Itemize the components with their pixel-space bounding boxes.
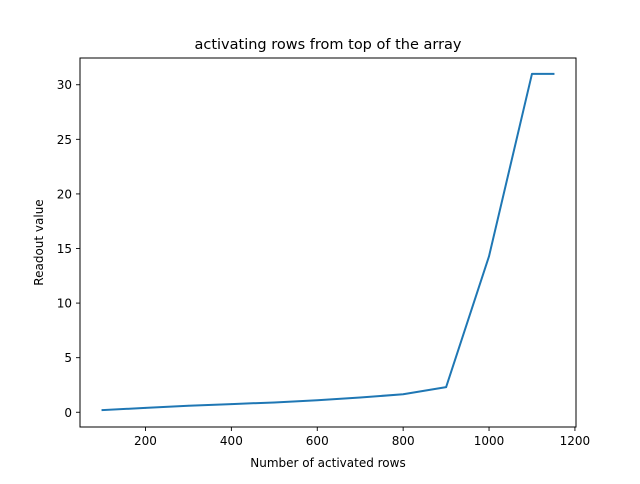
y-tick-label: 15	[57, 242, 72, 256]
data-point	[101, 409, 104, 411]
y-tick-label: 25	[57, 133, 72, 147]
y-tick-label: 0	[64, 406, 72, 420]
x-tick-label: 600	[306, 434, 329, 448]
data-point	[445, 386, 447, 388]
data-point	[273, 401, 276, 404]
y-tick-label: 20	[57, 187, 72, 201]
x-tick-label: 200	[134, 434, 157, 448]
x-axis-label: Number of activated rows	[250, 456, 405, 470]
chart-title: activating rows from top of the array	[194, 37, 461, 53]
x-tick-label: 1200	[560, 434, 591, 448]
plot-area	[101, 72, 555, 412]
x-tick-label: 1000	[474, 434, 505, 448]
x-tick-label: 400	[220, 434, 243, 448]
data-point	[531, 73, 533, 75]
axes-frame	[79, 57, 577, 428]
data-point	[402, 393, 404, 396]
y-tick-label: 30	[57, 78, 72, 92]
y-axis-ticks: 0 5 10 15 20 25 30	[57, 78, 80, 420]
series-line	[101, 72, 555, 412]
y-axis-label: Readout value	[32, 199, 46, 285]
y-tick-label: 5	[64, 351, 72, 365]
x-axis-ticks: 200 400 600 800 1000 1200	[134, 427, 590, 448]
data-point	[488, 255, 490, 257]
data-point	[316, 399, 319, 402]
data-point	[187, 404, 190, 407]
data-point	[359, 396, 362, 399]
y-tick-label: 10	[57, 297, 72, 311]
x-tick-label: 800	[392, 434, 415, 448]
data-point	[144, 407, 147, 409]
data-point	[552, 73, 555, 75]
data-point	[230, 403, 233, 405]
